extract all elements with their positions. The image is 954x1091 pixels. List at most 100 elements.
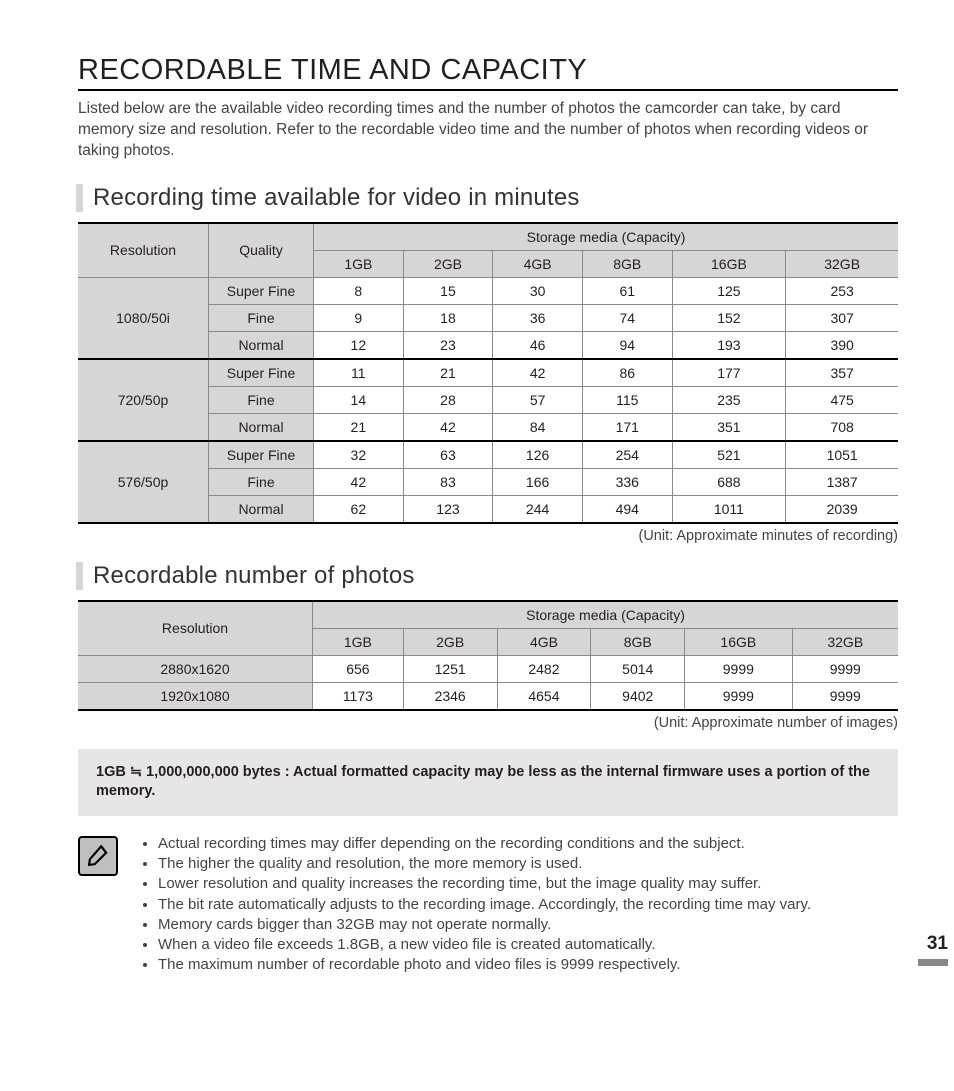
resolution-cell: 1920x1080	[78, 682, 313, 710]
value-cell: 2482	[497, 655, 591, 682]
value-cell: 9999	[685, 655, 792, 682]
value-cell: 9402	[591, 682, 685, 710]
resolution-cell: 576/50p	[78, 441, 209, 523]
value-cell: 336	[582, 468, 672, 495]
quality-cell: Normal	[209, 495, 314, 523]
value-cell: 351	[672, 413, 786, 441]
col-storage: Storage media (Capacity)	[314, 223, 899, 251]
value-cell: 42	[493, 359, 583, 387]
value-cell: 8	[314, 277, 404, 304]
value-cell: 166	[493, 468, 583, 495]
value-cell: 244	[493, 495, 583, 523]
value-cell: 28	[403, 386, 493, 413]
cap-4: 16GB	[685, 628, 792, 655]
photo-unit-note: (Unit: Approximate number of images)	[78, 715, 898, 731]
quality-cell: Fine	[209, 468, 314, 495]
value-cell: 123	[403, 495, 493, 523]
cap-0: 1GB	[313, 628, 404, 655]
value-cell: 1051	[786, 441, 898, 469]
value-cell: 23	[403, 331, 493, 359]
quality-cell: Super Fine	[209, 359, 314, 387]
value-cell: 21	[403, 359, 493, 387]
resolution-cell: 720/50p	[78, 359, 209, 441]
video-unit-note: (Unit: Approximate minutes of recording)	[78, 528, 898, 544]
value-cell: 12	[314, 331, 404, 359]
capacity-note-box: 1GB ≒ 1,000,000,000 bytes : Actual forma…	[78, 749, 898, 816]
value-cell: 125	[672, 277, 786, 304]
resolution-cell: 1080/50i	[78, 277, 209, 359]
page-number: 31	[918, 933, 948, 966]
value-cell: 46	[493, 331, 583, 359]
value-cell: 18	[403, 304, 493, 331]
value-cell: 74	[582, 304, 672, 331]
value-cell: 152	[672, 304, 786, 331]
value-cell: 475	[786, 386, 898, 413]
cap-3: 8GB	[582, 250, 672, 277]
value-cell: 126	[493, 441, 583, 469]
col-resolution: Resolution	[78, 223, 209, 278]
value-cell: 2346	[403, 682, 497, 710]
value-cell: 656	[313, 655, 404, 682]
col-resolution: Resolution	[78, 601, 313, 656]
value-cell: 1011	[672, 495, 786, 523]
cap-3: 8GB	[591, 628, 685, 655]
cap-4: 16GB	[672, 250, 786, 277]
tip-item: Memory cards bigger than 32GB may not op…	[158, 915, 811, 935]
value-cell: 36	[493, 304, 583, 331]
tips-list: Actual recording times may differ depend…	[140, 834, 811, 976]
value-cell: 115	[582, 386, 672, 413]
cap-2: 4GB	[493, 250, 583, 277]
value-cell: 86	[582, 359, 672, 387]
value-cell: 9999	[792, 682, 898, 710]
value-cell: 5014	[591, 655, 685, 682]
value-cell: 32	[314, 441, 404, 469]
value-cell: 193	[672, 331, 786, 359]
col-storage: Storage media (Capacity)	[313, 601, 899, 629]
note-icon	[78, 836, 118, 876]
value-cell: 390	[786, 331, 898, 359]
value-cell: 494	[582, 495, 672, 523]
tip-item: Lower resolution and quality increases t…	[158, 874, 811, 894]
tip-item: The maximum number of recordable photo a…	[158, 955, 811, 975]
value-cell: 1387	[786, 468, 898, 495]
value-cell: 253	[786, 277, 898, 304]
value-cell: 15	[403, 277, 493, 304]
value-cell: 42	[403, 413, 493, 441]
value-cell: 2039	[786, 495, 898, 523]
value-cell: 63	[403, 441, 493, 469]
value-cell: 42	[314, 468, 404, 495]
photo-count-table: Resolution Storage media (Capacity) 1GB …	[78, 600, 898, 711]
quality-cell: Normal	[209, 331, 314, 359]
value-cell: 1173	[313, 682, 404, 710]
value-cell: 30	[493, 277, 583, 304]
value-cell: 254	[582, 441, 672, 469]
value-cell: 708	[786, 413, 898, 441]
tip-item: The bit rate automatically adjusts to th…	[158, 895, 811, 915]
value-cell: 177	[672, 359, 786, 387]
value-cell: 14	[314, 386, 404, 413]
value-cell: 61	[582, 277, 672, 304]
quality-cell: Super Fine	[209, 441, 314, 469]
quality-cell: Normal	[209, 413, 314, 441]
page-title: RECORDABLE TIME AND CAPACITY	[78, 54, 898, 91]
value-cell: 11	[314, 359, 404, 387]
section-heading-photo: Recordable number of photos	[76, 562, 898, 590]
cap-1: 2GB	[403, 250, 493, 277]
value-cell: 1251	[403, 655, 497, 682]
cap-0: 1GB	[314, 250, 404, 277]
value-cell: 688	[672, 468, 786, 495]
value-cell: 235	[672, 386, 786, 413]
value-cell: 21	[314, 413, 404, 441]
resolution-cell: 2880x1620	[78, 655, 313, 682]
value-cell: 57	[493, 386, 583, 413]
tip-item: The higher the quality and resolution, t…	[158, 854, 811, 874]
cap-5: 32GB	[786, 250, 898, 277]
value-cell: 171	[582, 413, 672, 441]
value-cell: 62	[314, 495, 404, 523]
quality-cell: Fine	[209, 386, 314, 413]
quality-cell: Fine	[209, 304, 314, 331]
cap-1: 2GB	[403, 628, 497, 655]
value-cell: 83	[403, 468, 493, 495]
col-quality: Quality	[209, 223, 314, 278]
value-cell: 9999	[685, 682, 792, 710]
